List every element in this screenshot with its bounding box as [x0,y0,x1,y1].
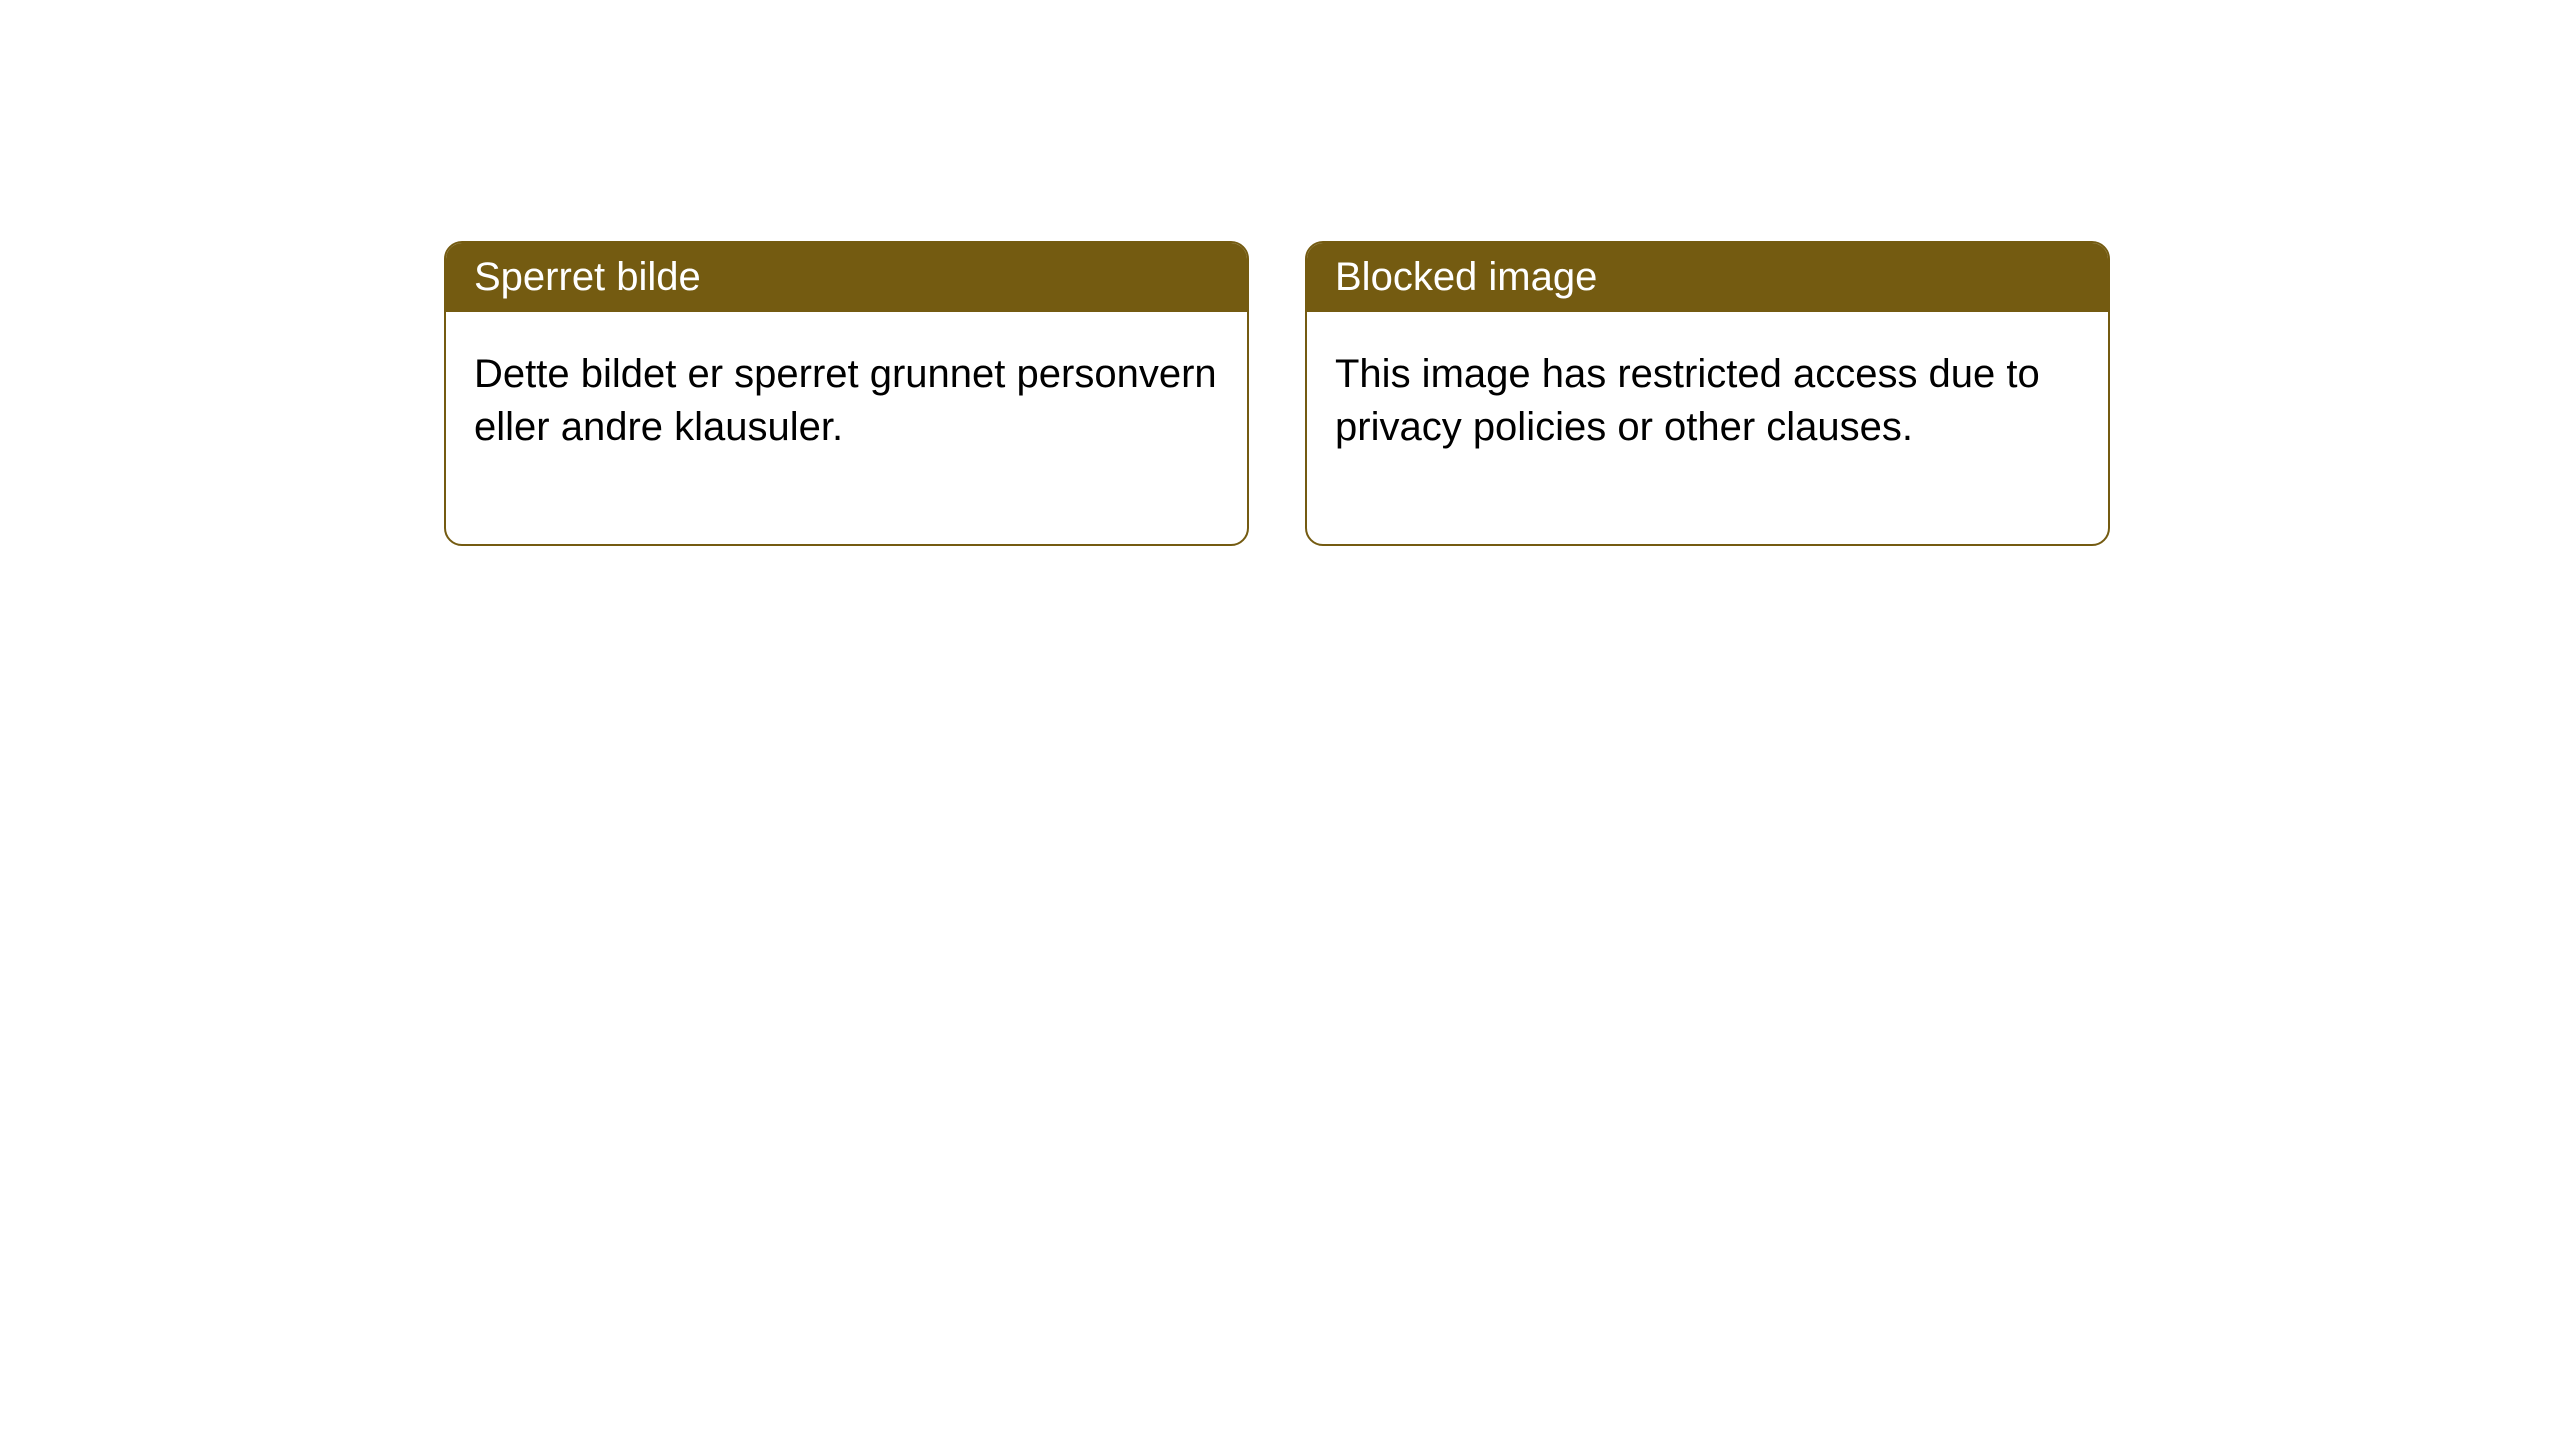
card-header: Blocked image [1307,243,2108,312]
card-title: Sperret bilde [474,255,701,299]
card-body: This image has restricted access due to … [1307,312,2108,544]
card-body: Dette bildet er sperret grunnet personve… [446,312,1247,544]
notice-container: Sperret bilde Dette bildet er sperret gr… [444,241,2110,546]
card-body-text: This image has restricted access due to … [1335,352,2040,449]
card-body-text: Dette bildet er sperret grunnet personve… [474,352,1217,449]
card-title: Blocked image [1335,255,1597,299]
notice-card-norwegian: Sperret bilde Dette bildet er sperret gr… [444,241,1249,546]
card-header: Sperret bilde [446,243,1247,312]
notice-card-english: Blocked image This image has restricted … [1305,241,2110,546]
